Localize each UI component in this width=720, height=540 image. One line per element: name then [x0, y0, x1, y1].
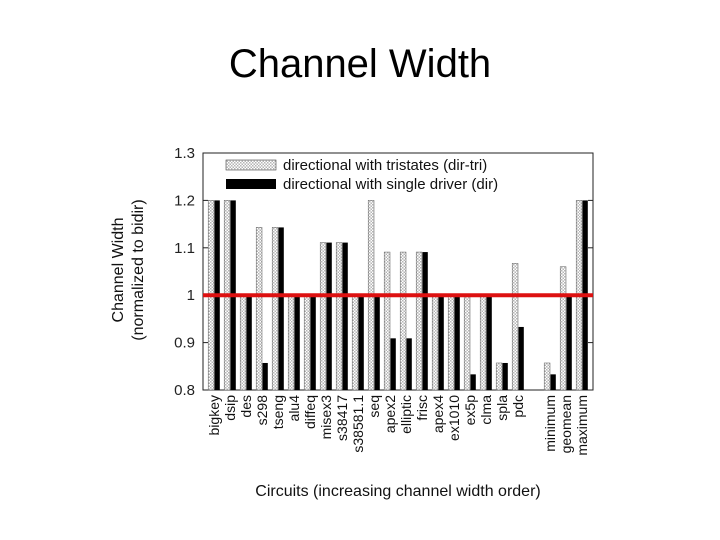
bar-dir [550, 374, 556, 390]
category-labels: bigkey dsip des s298 tseng alu4 diffeq misex3 s3… [206, 395, 590, 456]
bar-dir [374, 295, 380, 390]
bar-dir-tri [543, 362, 551, 391]
x-tick-label: clma [478, 395, 494, 425]
x-tick-label: minimum [542, 395, 558, 452]
y-tick-label: 0.9 [174, 335, 195, 352]
y-axis-subtitle: (normalized to bidir) [130, 199, 147, 340]
x-tick-label: tseng [270, 395, 286, 429]
bar-dir-tri [303, 294, 311, 391]
y-tick-label: 1.2 [174, 192, 195, 209]
bar-dir-tri [511, 263, 519, 391]
x-tick-label: s38581.1 [350, 395, 366, 453]
x-tick-label: des [238, 395, 254, 418]
bar-dir-tri [287, 294, 295, 391]
y-axis-title-group: Channel Width (normalized to bidir) [110, 199, 147, 340]
y-tick-label: 0.8 [174, 382, 195, 399]
x-tick-label: ex5p [462, 395, 478, 426]
bar-dir-tri [319, 242, 327, 391]
x-tick-label: apex4 [430, 395, 446, 433]
bar-dir [294, 295, 300, 390]
bar-dir [310, 295, 316, 390]
slide-title: Channel Width [228, 42, 492, 86]
y-tick-label: 1 [187, 287, 195, 304]
bar-dir [262, 362, 268, 390]
bar-dir-tri [239, 294, 247, 391]
bar-dir [566, 295, 572, 390]
bar-dir [358, 295, 364, 390]
bar-dir-tri [495, 362, 503, 391]
legend-label-dir-tri: directional with tristates (dir-tri) [283, 157, 487, 174]
x-tick-label: geomean [558, 395, 574, 453]
bar-dir-tri [383, 251, 391, 391]
y-tick-label: 1.1 [174, 240, 195, 257]
bar-dir [438, 295, 444, 390]
bar-dir [390, 338, 396, 390]
bar-dir [342, 242, 348, 390]
bar-dir-tri [399, 251, 407, 391]
bar-dir [246, 295, 252, 390]
x-tick-label: elliptic [398, 395, 414, 434]
x-tick-label: alu4 [286, 395, 302, 422]
bar-dir-tri [479, 294, 487, 391]
legend-swatch-dir [226, 179, 276, 189]
bar-dir [278, 227, 284, 390]
x-tick-label: maximum [574, 395, 590, 456]
bar-dir-tri [255, 227, 263, 391]
bar-dir-tri [335, 242, 343, 391]
x-tick-label: pdc [510, 395, 526, 418]
bar-dir [454, 295, 460, 390]
bar-dir [422, 252, 428, 390]
legend-label-dir: directional with single driver (dir) [283, 176, 498, 193]
x-tick-label: spla [494, 395, 510, 421]
bar-dir-tri [447, 294, 455, 391]
bar-dir [518, 326, 524, 390]
x-tick-label: frisc [414, 395, 430, 421]
x-axis-title: Circuits (increasing channel width order… [255, 483, 540, 500]
x-tick-label: misex3 [318, 395, 334, 440]
x-tick-label: dsip [222, 395, 238, 421]
legend-swatch-dir-tri [225, 159, 277, 171]
bar-dir [326, 242, 332, 390]
y-tick-label: 1.3 [174, 145, 195, 162]
bar-dir-tri [559, 266, 567, 391]
bar-dir-tri [431, 294, 439, 391]
x-tick-label: seq [366, 395, 382, 418]
bar-dir-tri [351, 294, 359, 391]
bar-dir [502, 362, 508, 390]
x-tick-label: s38417 [334, 395, 350, 441]
bar-dir-tri [271, 227, 279, 391]
legend: directional with tristates (dir-tri) dir… [225, 157, 498, 193]
x-tick-label: diffeq [302, 395, 318, 429]
bar-dir [406, 338, 412, 390]
bar-dir-tri [415, 251, 423, 391]
bar-dir-tri [463, 294, 471, 391]
x-tick-label: s298 [254, 395, 270, 426]
x-tick-label: apex2 [382, 395, 398, 433]
bar-dir [486, 295, 492, 390]
x-tick-label: ex1010 [446, 395, 462, 441]
y-axis-title: Channel Width [110, 218, 127, 323]
bar-dir [470, 374, 476, 390]
plot-frame [202, 152, 594, 391]
x-tick-label: bigkey [206, 395, 222, 435]
